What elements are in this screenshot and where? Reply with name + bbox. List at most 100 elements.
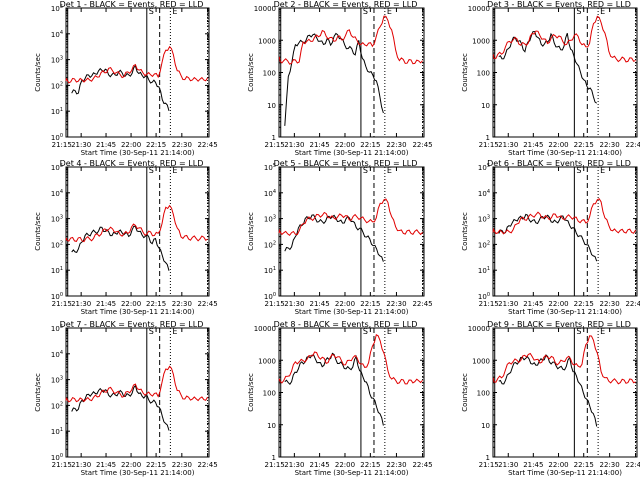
- y-tick-label: 100: [477, 390, 490, 398]
- x-tick-label: 21:45: [96, 141, 116, 149]
- x-tick-label: 22:15: [360, 300, 380, 308]
- x-tick-label: 22:00: [335, 300, 355, 308]
- x-tick-label: 21:45: [523, 300, 543, 308]
- detector-panel-1: Det 1 - BLACK = Events, RED = LLD 100 101 1…: [34, 0, 218, 157]
- x-tick-label: 21:45: [523, 461, 543, 469]
- x-tick-label: 21:15: [479, 141, 499, 149]
- y-tick-label: 10000: [254, 325, 276, 333]
- y-tick-label: 10000: [468, 325, 490, 333]
- y-tick-label: 105: [478, 163, 490, 172]
- y-tick-label: 104: [51, 30, 63, 39]
- lld-series-line: [278, 15, 423, 65]
- x-tick-label: 21:15: [52, 461, 72, 469]
- x-axis-label: Start Time (30-Sep-11 21:14:00): [295, 469, 409, 477]
- panel-title: Det 6 - BLACK = Events, RED = LLD: [487, 159, 631, 168]
- x-tick-label: 22:45: [412, 141, 432, 149]
- y-axis-label: Counts/sec: [247, 373, 255, 412]
- plot-frame: [492, 327, 638, 458]
- x-tick-label: 21:15: [52, 300, 72, 308]
- events-series-line: [498, 213, 598, 262]
- plot-frame: [492, 166, 638, 297]
- y-tick-label: 101: [478, 266, 490, 275]
- detector-panel-6: Det 6 - BLACK = Events, RED = LLD 100 101 1…: [461, 159, 640, 316]
- panel-title: Det 9 - BLACK = Events, RED = LLD: [487, 320, 631, 329]
- plot-frame: [492, 7, 638, 138]
- x-tick-label: 21:45: [310, 141, 330, 149]
- y-tick-label: 1: [486, 454, 490, 462]
- detector-panel-9: Det 9 - BLACK = Events, RED = LLD 1 10 100 1…: [461, 320, 640, 477]
- x-tick-label: 22:30: [172, 300, 192, 308]
- y-tick-label: 102: [51, 240, 63, 249]
- x-tick-label: 22:00: [121, 141, 141, 149]
- x-axis-label: Start Time (30-Sep-11 21:14:00): [81, 149, 195, 157]
- x-tick-label: 22:45: [625, 461, 640, 469]
- plot-frame: [278, 327, 425, 458]
- detector-panel-4: Det 4 - BLACK = Events, RED = LLD 100 101 1…: [34, 159, 218, 316]
- marker-label-e: E: [600, 327, 605, 336]
- x-tick-label: 22:00: [548, 300, 568, 308]
- x-tick-label: 22:45: [625, 141, 640, 149]
- y-tick-label: 103: [51, 215, 63, 224]
- lld-series-line: [278, 198, 423, 237]
- y-tick-label: 104: [51, 189, 63, 198]
- y-tick-label: 10: [481, 102, 490, 110]
- y-axis-label: Counts/sec: [461, 53, 469, 92]
- marker-label-s: S: [363, 7, 368, 16]
- x-tick-label: 21:15: [52, 141, 72, 149]
- y-tick-label: 10: [267, 102, 276, 110]
- y-tick-label: 100: [264, 292, 276, 301]
- marker-label-s: S: [363, 166, 368, 175]
- y-tick-label: 103: [51, 376, 63, 385]
- marker-label-s: S: [149, 166, 154, 175]
- marker-label-s: S: [576, 327, 581, 336]
- y-tick-label: 1000: [258, 37, 276, 45]
- y-tick-label: 100: [263, 70, 276, 78]
- x-axis-label: Start Time (30-Sep-11 21:14:00): [81, 308, 195, 316]
- y-tick-label: 1000: [472, 357, 490, 365]
- x-tick-label: 22:30: [386, 141, 406, 149]
- y-tick-label: 102: [264, 240, 276, 249]
- y-tick-label: 101: [51, 107, 63, 116]
- lld-series-line: [492, 335, 636, 385]
- marker-label-e: E: [172, 166, 177, 175]
- x-tick-label: 21:30: [498, 141, 518, 149]
- panel-title: Det 7 - BLACK = Events, RED = LLD: [60, 320, 204, 329]
- panel-title: Det 5 - BLACK = Events, RED = LLD: [274, 159, 418, 168]
- marker-label-s: S: [363, 327, 368, 336]
- panel-title: Det 1 - BLACK = Events, RED = LLD: [60, 0, 204, 9]
- lld-series-line: [492, 198, 637, 235]
- y-tick-label: 1: [272, 454, 276, 462]
- y-tick-label: 101: [51, 427, 63, 436]
- events-series-line: [71, 225, 170, 271]
- plot-frame: [278, 7, 425, 138]
- y-tick-label: 103: [51, 56, 63, 65]
- x-tick-label: 21:30: [71, 141, 91, 149]
- x-tick-label: 22:15: [574, 141, 594, 149]
- detector-panel-7: Det 7 - BLACK = Events, RED = LLD 100 101 1…: [34, 320, 218, 477]
- y-tick-label: 104: [478, 189, 490, 198]
- x-tick-label: 22:30: [172, 461, 192, 469]
- plot-frame: [65, 166, 210, 297]
- x-tick-label: 22:15: [574, 300, 594, 308]
- x-tick-label: 21:30: [284, 141, 304, 149]
- x-tick-label: 22:00: [548, 141, 568, 149]
- marker-label-e: E: [600, 7, 605, 16]
- y-tick-label: 1000: [258, 357, 276, 365]
- x-tick-label: 21:15: [265, 141, 285, 149]
- marker-label-s: S: [576, 166, 581, 175]
- x-tick-label: 21:15: [479, 461, 499, 469]
- y-axis-label: Counts/sec: [34, 373, 42, 412]
- y-tick-label: 1: [272, 134, 276, 142]
- y-tick-label: 103: [264, 215, 276, 224]
- x-tick-label: 21:15: [479, 300, 499, 308]
- marker-label-e: E: [387, 166, 392, 175]
- x-tick-label: 21:30: [71, 461, 91, 469]
- marker-label-e: E: [387, 7, 392, 16]
- x-axis-label: Start Time (30-Sep-11 21:14:00): [508, 308, 622, 316]
- x-tick-label: 22:30: [600, 141, 620, 149]
- y-tick-label: 100: [478, 292, 490, 301]
- y-tick-label: 100: [51, 133, 63, 142]
- lld-series-line: [65, 204, 208, 243]
